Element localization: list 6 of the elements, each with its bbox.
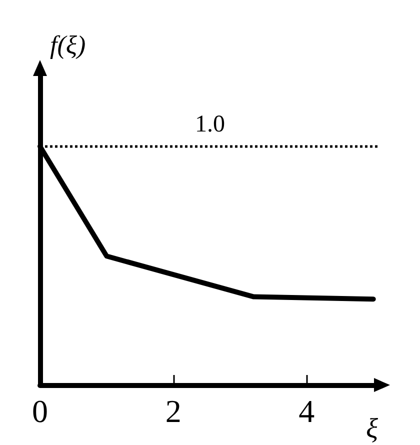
y-axis-title: f(ξ): [50, 30, 86, 60]
x-tick-label: 0: [32, 393, 48, 429]
x-axis-title: ξ: [366, 414, 378, 444]
ref-line-label: 1.0: [195, 111, 225, 138]
x-tick-label: 4: [298, 393, 315, 429]
x-tick-label: 2: [165, 393, 182, 429]
